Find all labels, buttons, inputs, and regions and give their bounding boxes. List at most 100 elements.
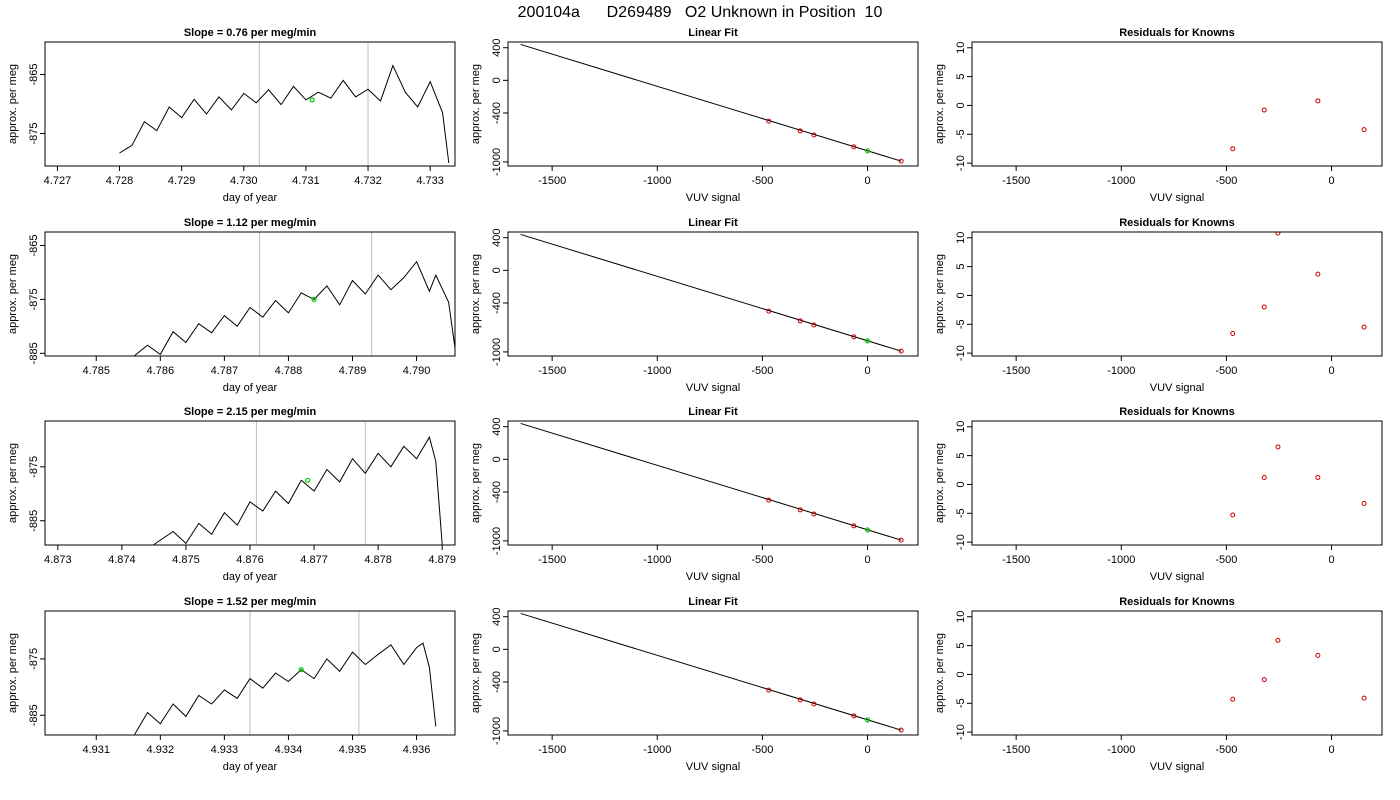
y-tick-label-res-4-0: 10: [955, 611, 967, 623]
y-tick-label-fit-2-2: -400: [491, 292, 503, 314]
residual-point-res-3-0: [1230, 512, 1236, 518]
plot-frame-fit-1: [507, 41, 919, 167]
x-tick-label-ts-4-5: 4.936: [403, 744, 431, 756]
x-axis-label-fit-4: VUV signal: [686, 761, 740, 773]
y-tick-label-res-2-2: 0: [955, 292, 967, 298]
y-tick-label-fit-1-3: -1000: [491, 148, 503, 176]
x-tick-label-res-2-3: 0: [1328, 365, 1334, 377]
chart-title-res-4: Residuals for Knowns: [1119, 596, 1235, 608]
x-tick-label-res-3-3: 0: [1328, 554, 1334, 566]
x-tick-label-fit-3-3: 0: [864, 554, 870, 566]
chart-title-fit-1: Linear Fit: [688, 27, 738, 39]
chart-title-ts-1: Slope = 0.76 per meg/min: [184, 27, 317, 39]
y-tick-label-fit-4-0: 400: [491, 608, 503, 626]
x-tick-label-ts-4-4: 4.935: [339, 744, 367, 756]
x-tick-label-fit-4-1: -1000: [643, 744, 671, 756]
residual-point-res-3-3: [1315, 475, 1321, 481]
fit-line-fit-3: [520, 422, 902, 541]
y-tick-label-res-1-4: -10: [955, 155, 967, 171]
unknown-point-fit-1-0: [864, 148, 871, 154]
y-tick-label-res-3-4: -10: [955, 534, 967, 550]
plot-frame-fit-2: [507, 231, 919, 357]
x-axis-label-fit-2: VUV signal: [686, 382, 740, 394]
x-tick-label-res-2-2: -500: [1215, 365, 1237, 377]
x-tick-label-res-3-1: -1000: [1107, 554, 1135, 566]
x-tick-label-ts-2-4: 4.789: [339, 365, 367, 377]
y-tick-label-fit-2-1: 0: [491, 267, 503, 273]
x-tick-label-fit-2-3: 0: [864, 365, 870, 377]
x-tick-label-ts-3-1: 4.874: [108, 554, 136, 566]
x-tick-label-fit-4-2: -500: [751, 744, 773, 756]
y-tick-label-res-1-1: 5: [955, 74, 967, 80]
unknown-point-ts-4: [298, 667, 304, 673]
x-axis-label-res-3: VUV signal: [1150, 571, 1204, 583]
y-tick-label-fit-4-1: 0: [491, 646, 503, 652]
x-axis-label-ts-1: day of year: [223, 192, 278, 204]
x-tick-label-fit-3-1: -1000: [643, 554, 671, 566]
known-point-fit-3-2: [811, 511, 817, 517]
y-tick-label-fit-3-3: -1000: [491, 527, 503, 555]
fit-line-fit-1: [520, 43, 902, 162]
x-tick-label-ts-4-2: 4.933: [211, 744, 239, 756]
residual-point-res-3-4: [1361, 500, 1367, 506]
x-tick-label-ts-1-3: 4.730: [230, 175, 258, 187]
x-tick-label-ts-2-3: 4.788: [275, 365, 303, 377]
x-tick-label-fit-3-0: -1500: [538, 554, 566, 566]
residual-point-res-1-0: [1230, 146, 1236, 152]
plot-frame-ts-1: [44, 41, 456, 167]
known-point-fit-1-4: [898, 158, 904, 164]
y-tick-label-fit-3-0: 400: [491, 418, 503, 436]
x-tick-label-ts-1-1: 4.728: [106, 175, 134, 187]
plot-frame-ts-2: [44, 231, 456, 357]
y-tick-label-res-4-2: 0: [955, 671, 967, 677]
residual-point-res-4-4: [1361, 695, 1367, 701]
trace-line-ts-2: [134, 260, 455, 356]
x-tick-label-fit-2-0: -1500: [538, 365, 566, 377]
known-point-fit-1-2: [811, 132, 817, 138]
x-tick-label-ts-3-6: 4.879: [428, 554, 456, 566]
chart-title-fit-2: Linear Fit: [688, 217, 738, 229]
x-tick-label-res-4-2: -500: [1215, 744, 1237, 756]
x-tick-label-ts-2-2: 4.787: [211, 365, 239, 377]
y-axis-label-ts-3: approx. per meg: [7, 443, 19, 523]
x-axis-label-ts-2: day of year: [223, 382, 278, 394]
y-tick-label-res-1-2: 0: [955, 102, 967, 108]
known-point-fit-2-3: [851, 334, 857, 340]
residual-point-res-2-0: [1230, 331, 1236, 337]
unknown-point-fit-2-0: [864, 338, 871, 344]
y-axis-label-ts-2: approx. per meg: [7, 254, 19, 334]
residual-point-res-4-0: [1230, 696, 1236, 702]
y-tick-label-ts-4-0: -875: [28, 648, 40, 670]
known-point-fit-4-2: [811, 701, 817, 707]
y-axis-label-fit-2: approx. per meg: [470, 254, 482, 334]
x-tick-label-fit-4-3: 0: [864, 744, 870, 756]
chart-title-fit-3: Linear Fit: [688, 406, 738, 418]
chart-title-ts-3: Slope = 2.15 per meg/min: [184, 406, 317, 418]
plot-frame-res-1: [971, 41, 1383, 167]
x-tick-label-ts-1-5: 4.732: [354, 175, 382, 187]
chart-title-ts-4: Slope = 1.52 per meg/min: [184, 596, 317, 608]
known-point-fit-2-1: [797, 318, 803, 324]
y-tick-label-fit-1-0: 400: [491, 39, 503, 57]
y-tick-label-ts-1-0: -865: [28, 63, 40, 85]
x-tick-label-fit-1-2: -500: [751, 175, 773, 187]
y-tick-label-ts-1-1: -875: [28, 123, 40, 145]
residual-point-res-4-1: [1261, 677, 1267, 683]
y-axis-label-res-2: approx. per meg: [934, 254, 946, 334]
known-point-fit-1-1: [797, 128, 803, 134]
residual-point-res-1-1: [1261, 107, 1267, 113]
x-tick-label-ts-1-4: 4.731: [292, 175, 320, 187]
plot-frame-res-2: [971, 231, 1383, 357]
known-point-fit-3-0: [766, 497, 772, 503]
y-tick-label-res-4-4: -10: [955, 724, 967, 740]
y-tick-label-res-3-0: 10: [955, 421, 967, 433]
fit-line-fit-2: [520, 233, 902, 352]
x-tick-label-ts-1-0: 4.727: [44, 175, 72, 187]
y-tick-label-fit-1-2: -400: [491, 102, 503, 124]
residual-point-res-4-3: [1315, 652, 1321, 658]
plot-frame-ts-4: [44, 610, 456, 736]
x-tick-label-ts-3-0: 4.873: [44, 554, 72, 566]
known-point-fit-2-0: [766, 308, 772, 314]
y-tick-label-res-2-3: -5: [955, 319, 967, 329]
